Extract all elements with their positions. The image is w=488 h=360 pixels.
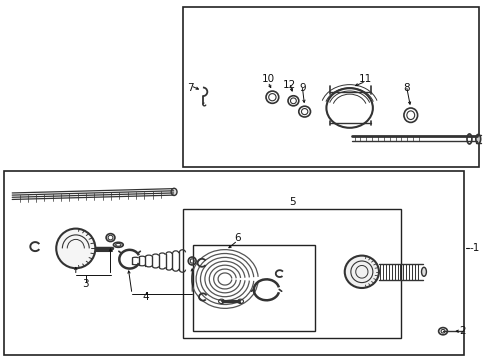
Bar — [183, 209, 400, 338]
Text: 12: 12 — [282, 80, 296, 90]
Text: 5: 5 — [288, 197, 295, 207]
Bar — [193, 245, 315, 331]
Text: 3: 3 — [82, 279, 89, 289]
Text: -1: -1 — [468, 243, 479, 253]
Ellipse shape — [421, 267, 426, 276]
Text: 4: 4 — [142, 292, 149, 302]
Text: 7: 7 — [187, 83, 194, 93]
Ellipse shape — [344, 256, 378, 288]
Text: 11: 11 — [358, 74, 372, 84]
Ellipse shape — [56, 229, 95, 268]
Text: 2: 2 — [458, 326, 465, 336]
Text: 9: 9 — [298, 83, 305, 93]
Ellipse shape — [171, 188, 177, 195]
Bar — [4, 171, 463, 355]
Ellipse shape — [475, 135, 480, 144]
Text: 6: 6 — [234, 233, 241, 243]
Bar — [183, 7, 478, 167]
Text: 8: 8 — [402, 83, 409, 93]
Text: 10: 10 — [261, 74, 274, 84]
